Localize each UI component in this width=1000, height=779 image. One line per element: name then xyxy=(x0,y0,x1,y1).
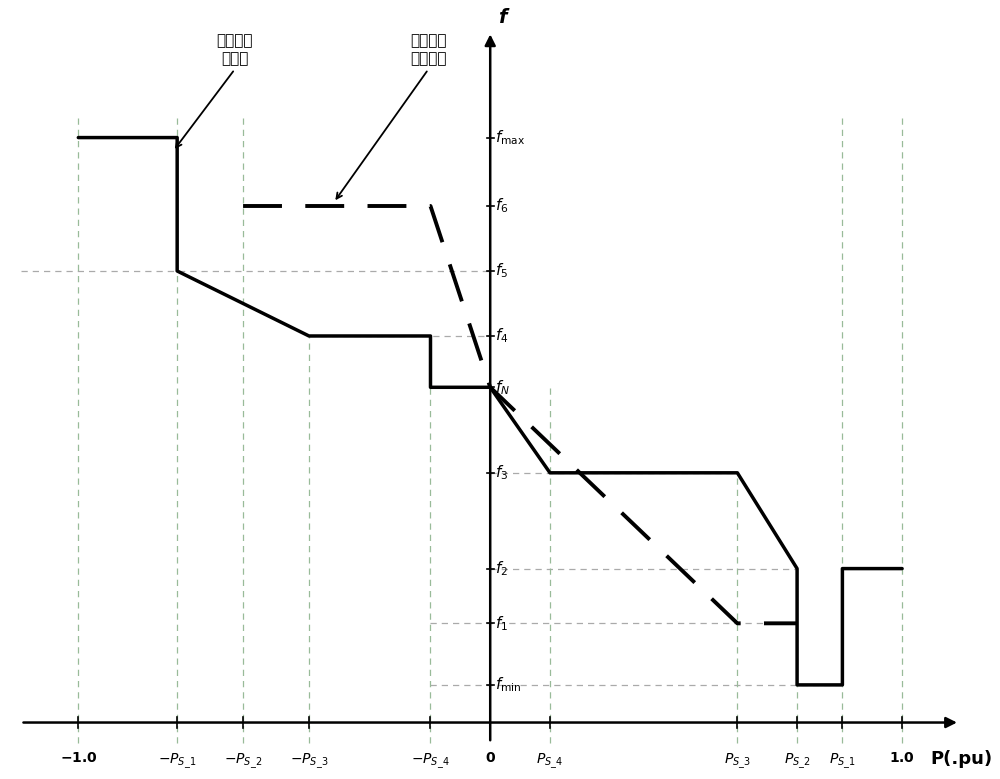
Text: $P_{S\_1}$: $P_{S\_1}$ xyxy=(829,751,856,770)
Text: $f_4$: $f_4$ xyxy=(495,326,509,345)
Text: $f_2$: $f_2$ xyxy=(495,559,508,578)
Text: $f_6$: $f_6$ xyxy=(495,196,509,215)
Text: $f_5$: $f_5$ xyxy=(495,262,508,280)
Text: 铅酸储能
逆变器: 铅酸储能 逆变器 xyxy=(217,33,253,65)
Text: $-P_{S\_2}$: $-P_{S\_2}$ xyxy=(224,751,262,770)
Text: $f_3$: $f_3$ xyxy=(495,464,508,482)
Text: $-P_{S\_3}$: $-P_{S\_3}$ xyxy=(290,751,328,770)
Text: $\mathbf{0}$: $\mathbf{0}$ xyxy=(485,751,496,765)
Text: $\mathbf{1.0}$: $\mathbf{1.0}$ xyxy=(889,751,915,765)
Text: $-P_{S\_4}$: $-P_{S\_4}$ xyxy=(411,751,450,770)
Text: $P_{S\_3}$: $P_{S\_3}$ xyxy=(724,751,751,770)
Text: $f_1$: $f_1$ xyxy=(495,614,508,633)
Text: P(.pu): P(.pu) xyxy=(931,750,993,768)
Text: $\mathbf{-1.0}$: $\mathbf{-1.0}$ xyxy=(60,751,97,765)
Text: f: f xyxy=(498,9,506,27)
Text: $-P_{S\_1}$: $-P_{S\_1}$ xyxy=(158,751,196,770)
Text: $P_{S\_2}$: $P_{S\_2}$ xyxy=(784,751,810,770)
Text: $f_{\rm min}$: $f_{\rm min}$ xyxy=(495,675,522,694)
Text: $P_{S\_4}$: $P_{S\_4}$ xyxy=(536,751,563,770)
Text: $f_{\rm max}$: $f_{\rm max}$ xyxy=(495,129,525,147)
Text: 锂电池储
能逆变器: 锂电池储 能逆变器 xyxy=(410,33,447,65)
Text: $f_N$: $f_N$ xyxy=(495,378,510,397)
